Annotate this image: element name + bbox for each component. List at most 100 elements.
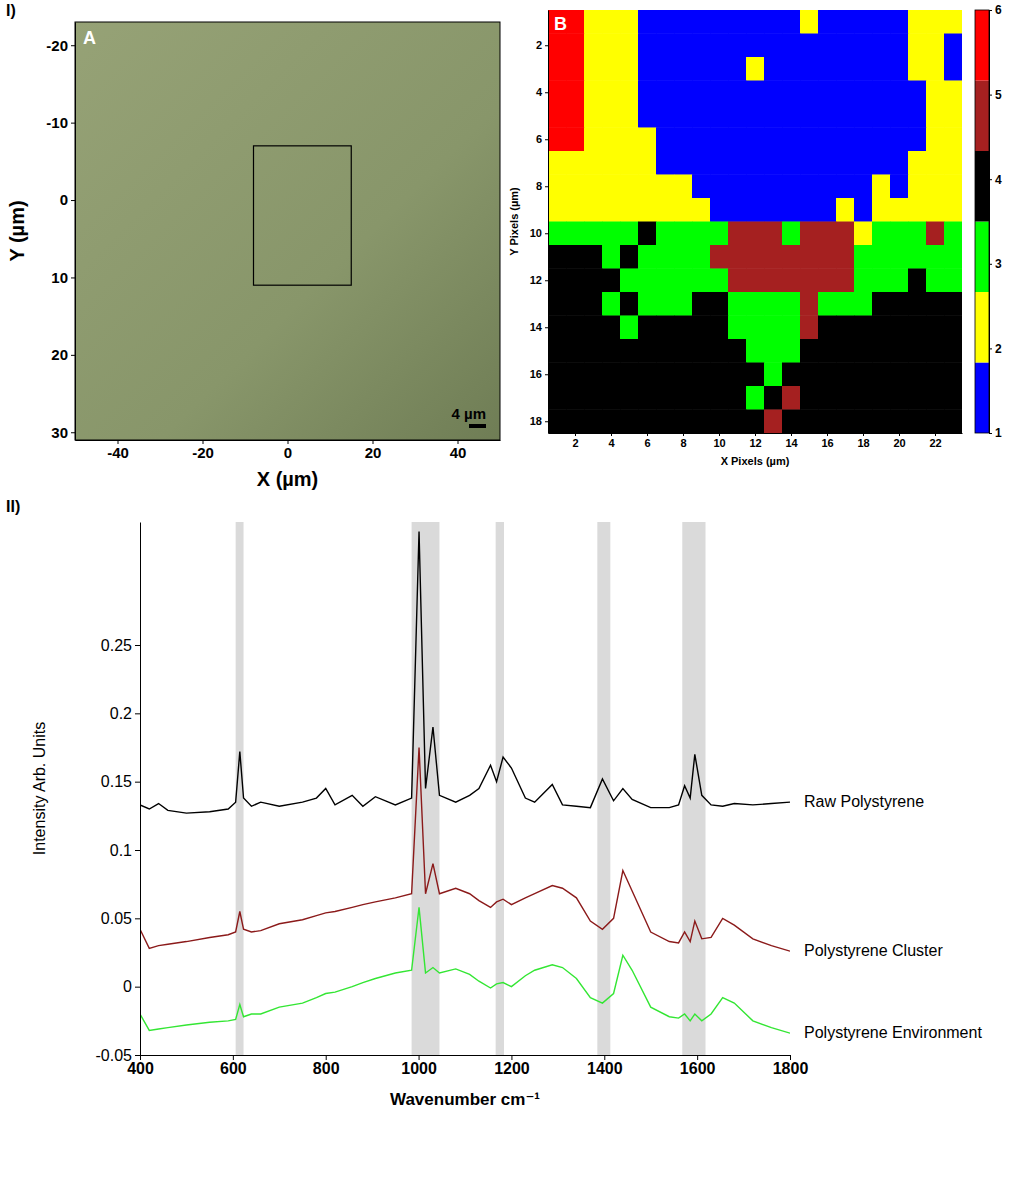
cell	[728, 316, 746, 340]
cell	[674, 10, 692, 34]
cell	[890, 386, 908, 410]
cell	[854, 10, 872, 34]
cell	[854, 269, 872, 293]
cell	[818, 151, 836, 175]
cell	[908, 410, 926, 434]
cell	[854, 57, 872, 81]
cell	[656, 292, 674, 316]
cell	[656, 316, 674, 340]
cell	[692, 10, 710, 34]
tick-mark	[545, 92, 548, 93]
cell	[854, 34, 872, 58]
cell	[602, 292, 620, 316]
cell	[620, 198, 638, 222]
cell	[548, 269, 566, 293]
tick: 8	[536, 180, 548, 192]
cell	[728, 198, 746, 222]
cell	[620, 222, 638, 246]
cell	[692, 410, 710, 434]
cell	[638, 222, 656, 246]
series-label: Polystyrene Environment	[804, 1024, 982, 1041]
cell	[674, 269, 692, 293]
cell	[818, 198, 836, 222]
tick-label: 8	[536, 180, 542, 192]
y-axis-title: Intensity Arb. Units	[31, 722, 48, 855]
cell	[602, 34, 620, 58]
colorbar-segment	[975, 10, 989, 81]
cell	[926, 222, 944, 246]
cell	[872, 316, 890, 340]
cell	[602, 363, 620, 387]
tick-label: 0.2	[110, 705, 132, 722]
tick-label: 0.05	[101, 910, 132, 927]
y-axis: -0.0500.050.10.150.20.25	[96, 523, 141, 1064]
cell	[908, 151, 926, 175]
cell	[638, 34, 656, 58]
tick: 2	[536, 39, 548, 51]
colorbar-segment	[975, 363, 989, 434]
tick: 16	[821, 433, 833, 449]
tick: 600	[220, 1055, 247, 1077]
tick-mark	[545, 374, 548, 375]
cell	[926, 316, 944, 340]
tick-mark	[511, 1055, 512, 1060]
cell	[746, 175, 764, 199]
tick: 4	[608, 433, 615, 449]
cell	[944, 10, 962, 34]
cell	[566, 410, 584, 434]
cell	[818, 175, 836, 199]
tick: 5	[989, 88, 1002, 102]
cell	[890, 57, 908, 81]
cell	[728, 34, 746, 58]
cell	[890, 339, 908, 363]
colorbar-segment	[975, 222, 989, 293]
cell	[782, 104, 800, 128]
cell	[926, 386, 944, 410]
tick-mark	[545, 327, 548, 328]
cell	[638, 269, 656, 293]
cell	[836, 57, 854, 81]
cell	[764, 198, 782, 222]
cell	[908, 269, 926, 293]
cell	[638, 128, 656, 152]
tick-label: 18	[857, 437, 869, 449]
cell	[548, 104, 566, 128]
cell	[566, 128, 584, 152]
cell	[908, 81, 926, 105]
y-axis-line	[75, 23, 76, 441]
cell	[692, 339, 710, 363]
cell	[854, 339, 872, 363]
cell	[854, 410, 872, 434]
cell	[836, 363, 854, 387]
tick: 0.15	[101, 773, 140, 790]
cell	[548, 10, 566, 34]
cell	[908, 363, 926, 387]
cell	[638, 10, 656, 34]
cell	[548, 292, 566, 316]
cell	[584, 34, 602, 58]
cell	[674, 245, 692, 269]
tick: 20	[365, 440, 382, 461]
cell	[620, 34, 638, 58]
tick-label: 20	[365, 444, 382, 461]
tick-mark	[140, 1055, 141, 1060]
cell	[872, 339, 890, 363]
cell	[764, 10, 782, 34]
cell	[566, 363, 584, 387]
cell	[782, 363, 800, 387]
cell	[944, 151, 962, 175]
cell	[710, 57, 728, 81]
cell	[692, 269, 710, 293]
cell	[674, 104, 692, 128]
tick: 10	[51, 269, 75, 286]
cell	[566, 245, 584, 269]
cell	[764, 34, 782, 58]
tick-mark	[989, 264, 992, 265]
cell	[638, 386, 656, 410]
tick: 10	[713, 433, 725, 449]
cell	[926, 57, 944, 81]
tick: 12	[749, 433, 761, 449]
cell	[854, 104, 872, 128]
tick: 18	[857, 433, 869, 449]
tick-label: 2	[536, 39, 542, 51]
